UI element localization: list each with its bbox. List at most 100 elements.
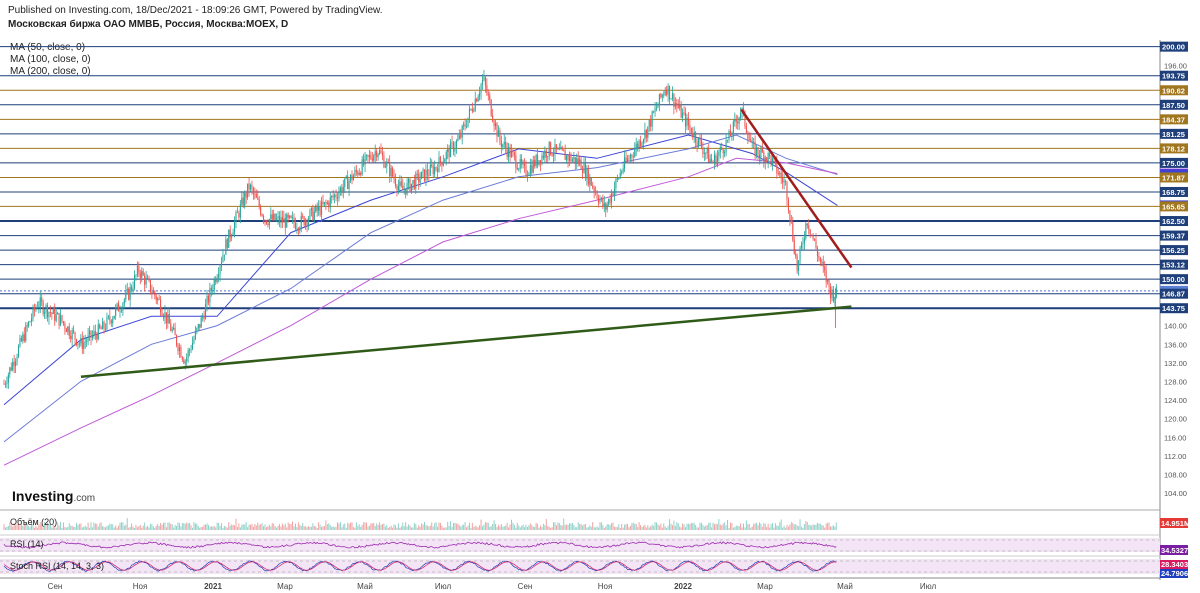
volume-bar: [337, 522, 338, 530]
volume-bar: [670, 523, 672, 530]
volume-bar: [231, 524, 233, 530]
volume-bar: [241, 524, 243, 530]
volume-bar: [235, 518, 237, 530]
volume-bar: [283, 525, 285, 530]
volume-bar: [13, 523, 15, 530]
candle-body: [310, 207, 312, 211]
candle-body: [748, 139, 750, 140]
volume-bar: [666, 527, 668, 530]
volume-bar: [799, 519, 801, 530]
volume-bar: [122, 522, 124, 530]
candle-body: [281, 217, 283, 223]
volume-bar: [629, 525, 631, 530]
candle-body: [239, 204, 241, 218]
volume-bar: [770, 524, 772, 530]
candle-body: [161, 312, 163, 316]
volume-bar: [413, 523, 415, 530]
candle-body: [160, 299, 162, 313]
volume-bar: [487, 522, 489, 530]
candle-body: [696, 142, 698, 146]
candle-body: [9, 367, 11, 375]
volume-bar: [347, 522, 349, 530]
candle-body: [258, 199, 260, 207]
volume-bar: [567, 524, 569, 530]
candle-body: [157, 298, 159, 301]
candle-body: [241, 197, 243, 205]
candle-body: [505, 141, 507, 149]
volume-bar: [518, 525, 520, 530]
candle-body: [286, 214, 288, 228]
volume-bar: [477, 527, 479, 530]
candle-body: [38, 306, 40, 308]
volume-bar: [386, 524, 388, 530]
candle-body: [315, 205, 317, 212]
candle-body: [474, 98, 476, 111]
candle-body: [745, 126, 747, 133]
volume-bar: [49, 524, 51, 530]
candle-body: [58, 312, 60, 326]
candle-body: [123, 299, 125, 304]
volume-bar: [525, 524, 527, 530]
volume-bar: [635, 524, 637, 530]
volume-bar: [682, 523, 684, 530]
candle-body: [626, 158, 629, 161]
volume-bar: [125, 524, 127, 530]
candle-body: [91, 335, 93, 338]
candle-body: [734, 119, 736, 122]
volume-bar: [432, 526, 434, 530]
candle-body: [212, 289, 214, 291]
volume-bar: [748, 524, 750, 530]
volume-bar: [439, 522, 441, 530]
volume-bar: [499, 526, 501, 530]
candle-body: [818, 256, 820, 258]
candle-body: [234, 221, 236, 233]
candle-body: [203, 316, 205, 320]
volume-bar: [221, 523, 222, 530]
volume-bar: [118, 525, 120, 530]
candle-body: [539, 160, 542, 164]
candle-body: [26, 325, 28, 327]
volume-bar: [644, 524, 646, 530]
candle-body: [65, 328, 67, 333]
volume-bar: [627, 523, 628, 530]
volume-bar: [519, 527, 521, 530]
volume-bar: [471, 522, 473, 530]
candle-body: [70, 335, 72, 340]
volume-bar: [542, 523, 544, 530]
volume-bar: [93, 522, 95, 530]
volume-bar: [144, 522, 146, 530]
volume-bar: [73, 526, 75, 530]
volume-bar: [574, 527, 576, 530]
candle-body: [129, 287, 131, 300]
volume-bar: [608, 524, 610, 530]
candle-body: [579, 159, 581, 164]
candle-body: [49, 312, 51, 313]
volume-bar: [493, 520, 495, 530]
volume-bar: [84, 525, 86, 530]
volume-bar: [480, 519, 482, 530]
volume-bar: [631, 523, 633, 530]
candle-body: [329, 197, 331, 208]
volume-bar: [132, 526, 134, 530]
volume-bar: [435, 522, 437, 530]
candle-body: [206, 295, 208, 305]
candle-body: [519, 159, 521, 169]
volume-bar: [442, 527, 444, 530]
volume-bar: [116, 527, 118, 530]
candle-body: [355, 170, 357, 172]
volume-bar: [271, 523, 273, 530]
candle-body: [698, 137, 700, 146]
volume-bar: [9, 522, 11, 530]
candle-body: [521, 159, 523, 165]
volume-bar: [151, 524, 153, 530]
volume-bar: [160, 523, 162, 530]
volume-bar: [450, 521, 452, 530]
candle-body: [834, 296, 836, 301]
volume-bar: [526, 526, 528, 530]
volume-bar: [4, 527, 6, 530]
candle-body: [113, 315, 115, 319]
trendline-resistance[interactable]: [740, 108, 853, 269]
candle-body: [592, 185, 594, 188]
trendline-support[interactable]: [80, 305, 852, 379]
